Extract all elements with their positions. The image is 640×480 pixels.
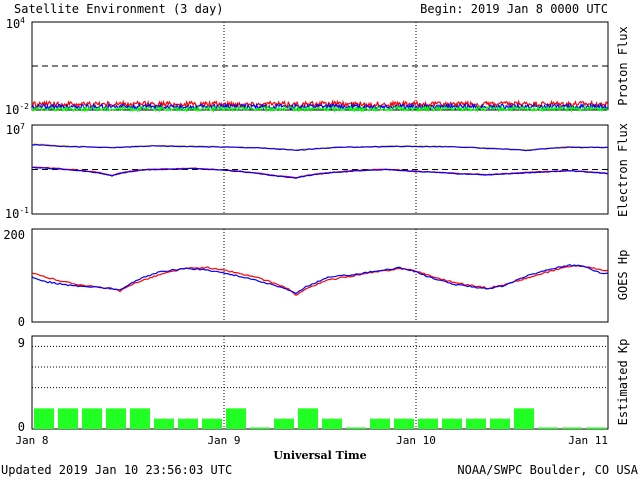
kp-bar [346,427,366,429]
xtick-jan11: Jan 11 [568,434,608,447]
electron-flux-series [31,125,609,214]
series-line-blue [31,264,609,295]
series-line-blue [32,166,609,179]
kp-bar [418,418,438,429]
kp-bar [178,418,198,429]
kp-bar [562,427,582,429]
electron-panel-frame [31,124,609,215]
hp-ytick-top: 200 [3,228,25,242]
kp-ytick-bottom: 0 [18,420,25,434]
kp-bar [514,408,534,429]
kp-bar [370,418,390,429]
proton-ytick-bottom: 10-2 [5,102,29,117]
xtick-jan9: Jan 9 [207,434,240,447]
kp-bar [82,408,102,429]
hp-ytick-bottom: 0 [18,315,25,329]
kp-bar [394,418,414,429]
hp-panel-frame [31,228,609,323]
series-line-blue [31,102,609,112]
kp-bar [226,408,246,429]
proton-ytick-top: 104 [6,16,25,31]
updated-timestamp: Updated 2019 Jan 10 23:56:03 UTC [1,463,232,477]
chart-title: Satellite Environment (3 day) [14,2,224,16]
kp-bar [202,418,222,429]
xtick-jan8: Jan 8 [15,434,48,447]
kp-bar [106,408,126,429]
kp-bar [490,418,510,429]
series-line-red [31,265,609,297]
kp-bar [34,408,54,429]
electron-ylabel: Electron Flux [616,123,630,217]
kp-bar [466,418,486,429]
begin-time: Begin: 2019 Jan 8 0000 UTC [420,2,608,16]
kp-bar [586,427,606,429]
goes-hp-series [31,229,609,322]
proton-flux-series [31,22,609,114]
series-line-green [31,104,609,114]
series-line-red [31,166,609,179]
kp-bar [322,418,342,429]
kp-bar [154,418,174,429]
kp-bar [130,408,150,429]
kp-bar [442,418,462,429]
kp-bar [250,427,270,429]
electron-ytick-bottom: 10-1 [5,206,29,221]
proton-panel-frame [31,21,609,111]
proton-ylabel: Proton Flux [616,26,630,105]
kp-bars [32,336,608,429]
hp-ylabel: GOES Hp [616,250,630,301]
kp-ytick-top: 9 [18,336,25,350]
x-axis-label: Universal Time [273,449,366,462]
electron-ytick-top: 107 [6,122,25,137]
kp-bar [274,418,294,429]
series-line-blue [31,143,609,152]
kp-panel-frame [31,335,609,430]
kp-bar [58,408,78,429]
credit-text: NOAA/SWPC Boulder, CO USA [457,463,638,477]
xtick-jan10: Jan 10 [396,434,436,447]
kp-bar [298,408,318,429]
kp-bar [538,427,558,429]
kp-ylabel: Estimated Kp [616,339,630,426]
